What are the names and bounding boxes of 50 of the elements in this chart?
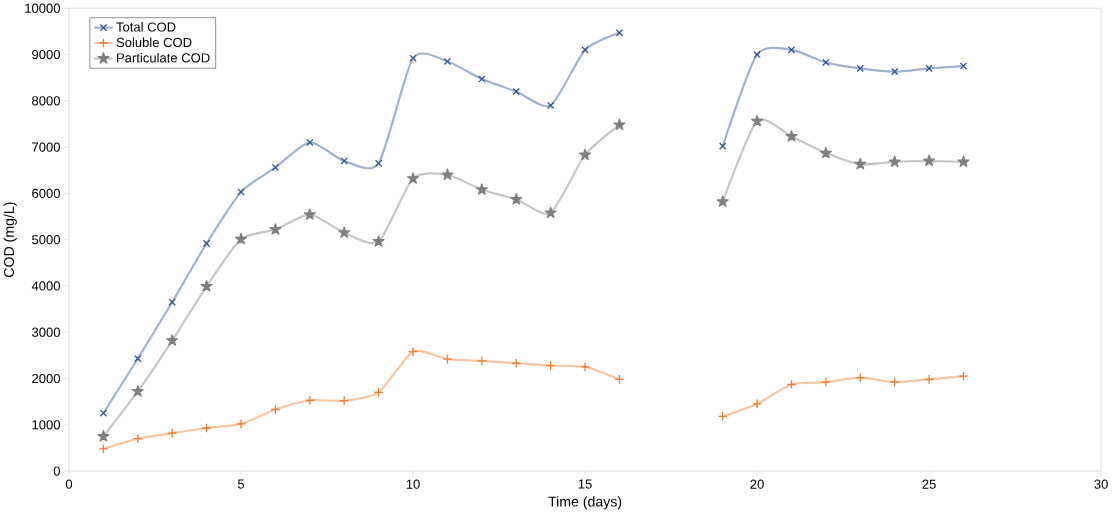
- point: [374, 159, 383, 168]
- y-tick-label: 8000: [32, 96, 60, 106]
- y-tick-label: 5000: [32, 235, 60, 245]
- y-axis-title: COD (mg/L): [3, 202, 17, 277]
- y-tick-label: 4000: [31, 281, 60, 291]
- y-tick-label: 7000: [32, 142, 60, 152]
- point: [820, 377, 831, 388]
- point: [167, 428, 178, 439]
- point: [98, 443, 109, 454]
- x-tick-label: 20: [750, 479, 764, 489]
- x-tick-label: 30: [1094, 479, 1108, 489]
- x-tick-label: 25: [922, 479, 936, 489]
- y-tick-label: 9000: [32, 49, 60, 60]
- point: [856, 64, 865, 73]
- legend-label: Total COD: [116, 22, 176, 32]
- point: [478, 75, 486, 83]
- point: [615, 29, 624, 37]
- point: [99, 409, 108, 417]
- point: [236, 418, 246, 429]
- point: [787, 46, 796, 54]
- y-tick-label: 6000: [32, 188, 60, 198]
- y-tick-label: 2000: [32, 373, 60, 384]
- legend-label: Particulate COD: [117, 52, 210, 63]
- point: [134, 354, 142, 363]
- x-tick-label: 10: [406, 479, 420, 489]
- y-tick-label: 0: [53, 466, 61, 476]
- y-tick-label: 10000: [25, 3, 60, 13]
- point: [408, 346, 419, 357]
- point: [476, 355, 487, 366]
- x-tick-label: 5: [237, 479, 245, 489]
- point: [752, 398, 763, 409]
- point: [442, 354, 453, 365]
- x-axis-title: Time (days): [548, 496, 622, 510]
- point: [409, 54, 417, 62]
- legend-label: Soluble COD: [116, 37, 192, 48]
- point: [340, 157, 348, 165]
- point: [925, 64, 933, 73]
- point: [580, 361, 591, 372]
- point: [924, 374, 935, 385]
- point: [822, 58, 830, 67]
- point: [753, 50, 761, 59]
- x-tick-label: 15: [578, 479, 592, 489]
- point: [959, 62, 968, 70]
- point: [512, 87, 520, 96]
- y-tick-label: 3000: [32, 327, 60, 337]
- point: [718, 142, 727, 150]
- point: [201, 423, 212, 434]
- x-tick-label: 0: [65, 479, 73, 489]
- point: [306, 138, 314, 147]
- y-tick-label: 1000: [32, 420, 60, 430]
